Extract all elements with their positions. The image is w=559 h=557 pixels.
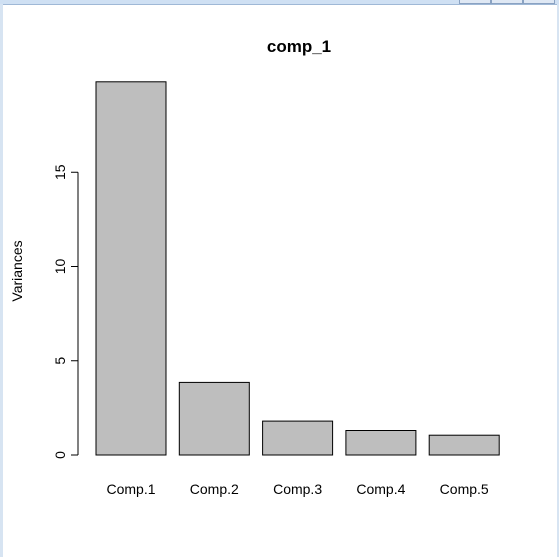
- y-tick-label: 0: [52, 451, 68, 459]
- bar-comp-2: [178, 381, 250, 456]
- bar-comp-5: [428, 434, 500, 456]
- x-tick-label: Comp.3: [273, 481, 322, 497]
- window-top-edge: [0, 0, 559, 5]
- window-close-button[interactable]: [523, 0, 555, 4]
- window-minimize-button[interactable]: [459, 0, 491, 4]
- x-tick-label: Comp.4: [356, 481, 405, 497]
- y-axis: 0 5 10 15: [52, 164, 79, 459]
- bars-group: [95, 81, 500, 456]
- window-right-edge: [557, 4, 559, 557]
- plot-area: comp_1 Variances 0 5 10 15 Comp.1 Comp.2 Comp…: [3, 5, 557, 557]
- x-tick-label: Comp.5: [440, 481, 489, 497]
- x-tick-label: Comp.2: [190, 481, 239, 497]
- x-axis-labels: Comp.1 Comp.2 Comp.3 Comp.4 Comp.5: [106, 481, 488, 497]
- bar-comp-3: [262, 420, 334, 456]
- y-tick-label: 10: [52, 259, 68, 275]
- bar-comp-1: [95, 81, 167, 456]
- chart-title: comp_1: [267, 37, 331, 56]
- y-axis-label: Variances: [9, 240, 25, 301]
- bar-comp-4: [345, 430, 417, 456]
- window-maximize-button[interactable]: [491, 0, 523, 4]
- window-left-edge: [0, 4, 3, 557]
- y-tick-label: 15: [52, 164, 68, 180]
- x-tick-label: Comp.1: [106, 481, 155, 497]
- y-tick-label: 5: [52, 357, 68, 365]
